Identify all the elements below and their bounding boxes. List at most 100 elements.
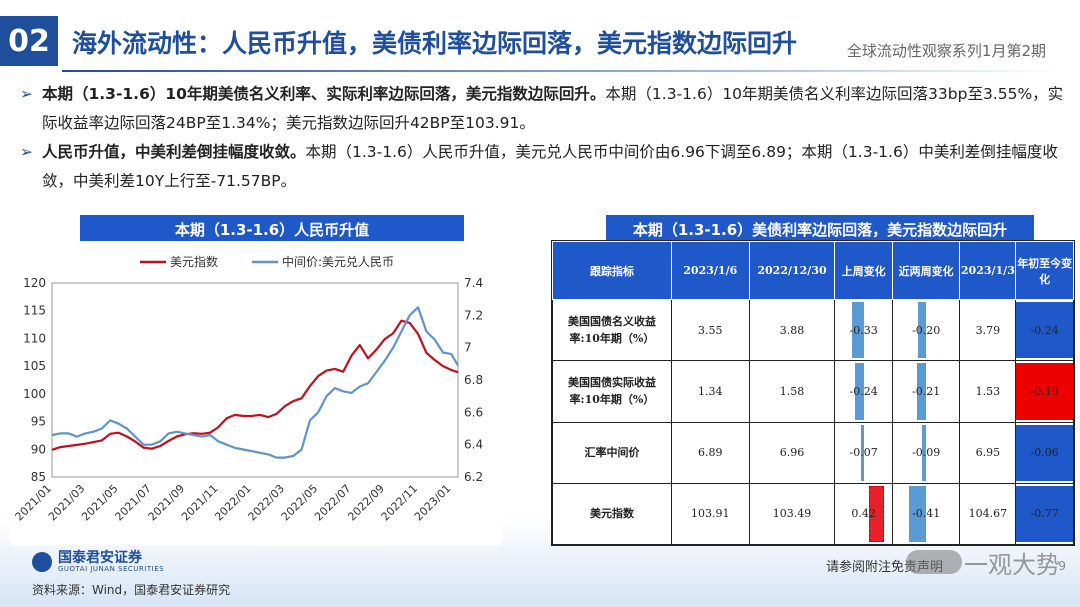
change-bar — [917, 302, 927, 359]
logo-text: 国泰君安证券 — [58, 550, 142, 566]
chart-container: 85 90 95 100 105 110 115 120 6.2 6.4 6.6 6.8 7 7.2 7.4… — [10, 241, 502, 546]
value-cell: 103.91 — [670, 482, 750, 546]
change-bar — [861, 424, 864, 481]
y-left-tick-label: 120 — [23, 276, 46, 290]
legend-label: 中间价:美元兑人民币 — [282, 254, 394, 269]
y-right-tick-label: 7.4 — [464, 276, 483, 290]
bullet-item: ➢ 本期（1.3-1.6）10年期美债名义利率、实际利率边际回落，美元指数边际回升… — [18, 80, 1068, 138]
title-divider — [62, 70, 1062, 72]
value-cell: 3.55 — [670, 298, 750, 362]
bullet-bold-text: 本期（1.3-1.6）10年期美债名义利率、实际利率边际回落，美元指数边际回升。 — [42, 85, 606, 103]
x-tick-label: 2023/01 — [412, 482, 454, 524]
table-header-row: 跟踪指标 2023/1/6 2022/12/30 上周变化 近两周变化 2023… — [552, 241, 1074, 300]
column-header: 跟踪指标 — [552, 241, 672, 300]
change-bar — [1016, 485, 1073, 542]
company-logo: 国泰君安证券 GUOTAI JUNAN SECURITIES — [32, 551, 164, 573]
logo-icon — [32, 552, 52, 572]
change-value: -0.77 — [1030, 507, 1059, 521]
weekly-change-cell: 0.42 — [834, 482, 893, 546]
weekly-change-cell: -0.33 — [834, 298, 893, 362]
change-value: -0.09 — [912, 446, 941, 460]
value-cell: 1.58 — [748, 360, 836, 423]
logo-subtitle: GUOTAI JUNAN SECURITIES — [58, 565, 165, 573]
bullet-bold-text: 人民币升值，中美利差倒挂幅度收敛。 — [42, 143, 306, 161]
header: 02 海外流动性：人民币升值，美债利率边际回落，美元指数边际回升 全球流动性观察… — [0, 0, 1080, 78]
value-cell: 103.49 — [748, 482, 836, 546]
data-source: 资料来源：Wind，国泰君安证券研究 — [32, 583, 231, 597]
change-bar — [855, 363, 864, 420]
legend-label: 美元指数 — [170, 254, 218, 269]
change-bar — [922, 424, 927, 481]
y-left-tick-label: 90 — [31, 442, 46, 456]
two-week-change-cell: -0.41 — [891, 482, 961, 546]
table-row: 汇率中间价 6.89 6.96 -0.07 -0.09 6.95 -0.06 — [552, 421, 1074, 484]
table-panel-title: 本期（1.3-1.6）美债利率边际回落，美元指数边际回升 — [606, 215, 1034, 243]
change-value: 0.42 — [851, 507, 876, 521]
table-container: 跟踪指标 2023/1/6 2022/12/30 上周变化 近两周变化 2023… — [551, 240, 1075, 546]
table-row: 美元指数 103.91 103.49 0.42 -0.41 104.67 -0.77 — [552, 482, 1074, 546]
column-header: 年初至今变化 — [1015, 241, 1074, 300]
column-header: 2023/1/3 — [959, 241, 1017, 300]
bullet-text: 本期（1.3-1.6）人民币升值，美元兑人民币中间价由6.96下调至6.89；本… — [42, 143, 1058, 190]
y-right-tick-label: 7.2 — [464, 308, 483, 322]
tracking-table: 跟踪指标 2023/1/6 2022/12/30 上周变化 近两周变化 2023… — [552, 241, 1074, 546]
ytd-change-cell: -0.77 — [1015, 482, 1074, 546]
y-left-tick-label: 95 — [31, 415, 46, 429]
bullet-text: 本期（1.3-1.6）10年期美债名义利率边际回落33bp至3.55%，实际收益… — [42, 85, 1064, 132]
change-value: -0.19 — [1030, 384, 1059, 398]
two-week-change-cell: -0.20 — [891, 298, 961, 362]
row-label: 美国国债实际收益率:10年期（%） — [552, 360, 672, 423]
value-cell: 6.96 — [748, 421, 836, 484]
y-left-tick-label: 110 — [23, 331, 46, 345]
change-bar — [917, 363, 927, 420]
y-right-tick-label: 7 — [464, 341, 472, 355]
row-label: 美国国债名义收益率:10年期（%） — [552, 298, 672, 362]
watermark-badge-icon — [906, 550, 962, 574]
value-cell: 1.53 — [959, 360, 1017, 423]
section-number: 02 — [0, 16, 58, 66]
series-line-usd-index — [51, 319, 459, 451]
series-line-usdcny-midpoint — [51, 306, 459, 459]
plot-frame — [51, 282, 459, 478]
change-value: -0.06 — [1030, 446, 1059, 460]
change-bar — [909, 485, 927, 542]
ytd-change-cell: -0.19 — [1015, 360, 1074, 423]
change-bar — [1016, 424, 1073, 481]
y-right-tick-label: 6.8 — [464, 373, 483, 387]
change-value: -0.21 — [912, 384, 941, 398]
value-cell: 6.89 — [670, 421, 750, 484]
y-left-tick-label: 105 — [23, 359, 46, 373]
change-value: -0.24 — [1030, 323, 1059, 337]
y-left-tick-label: 100 — [23, 387, 46, 401]
arrow-bullet-icon: ➢ — [20, 85, 33, 103]
change-value: -0.20 — [912, 323, 941, 337]
table-row: 美国国债名义收益率:10年期（%） 3.55 3.88 -0.33 -0.20 3.79-… — [552, 298, 1074, 362]
row-label: 美元指数 — [552, 482, 672, 546]
y-left-tick-label: 85 — [31, 470, 46, 484]
page-title: 海外流动性：人民币升值，美债利率边际回落，美元指数边际回升 — [72, 29, 798, 58]
change-value: -0.07 — [849, 446, 878, 460]
value-cell: 104.67 — [959, 482, 1017, 546]
ytd-change-cell: -0.06 — [1015, 421, 1074, 484]
change-bar — [869, 485, 885, 542]
value-cell: 3.79 — [959, 298, 1017, 362]
column-header: 上周变化 — [834, 241, 893, 300]
column-header: 2022/12/30 — [748, 241, 836, 300]
chart-panel-title: 本期（1.3-1.6）人民币升值 — [80, 215, 464, 243]
row-label: 汇率中间价 — [552, 421, 672, 484]
two-week-change-cell: -0.21 — [891, 360, 961, 423]
report-series-name: 全球流动性观察系列1月第2期 — [846, 42, 1046, 60]
change-value: -0.41 — [912, 507, 941, 521]
watermark-text: 一观大势 — [964, 551, 1060, 579]
change-bar — [852, 302, 864, 359]
change-bar — [1016, 302, 1073, 359]
value-cell: 6.95 — [959, 421, 1017, 484]
weekly-change-cell: -0.24 — [834, 360, 893, 423]
y-left-tick-label: 115 — [23, 304, 46, 318]
change-value: -0.24 — [849, 384, 878, 398]
ytd-change-cell: -0.24 — [1015, 298, 1074, 362]
table-row: 美国国债实际收益率:10年期（%） 1.34 1.58 -0.24 -0.21 1.53-… — [552, 360, 1074, 423]
value-cell: 3.88 — [748, 298, 836, 362]
change-value: -0.33 — [849, 323, 878, 337]
arrow-bullet-icon: ➢ — [20, 143, 33, 161]
